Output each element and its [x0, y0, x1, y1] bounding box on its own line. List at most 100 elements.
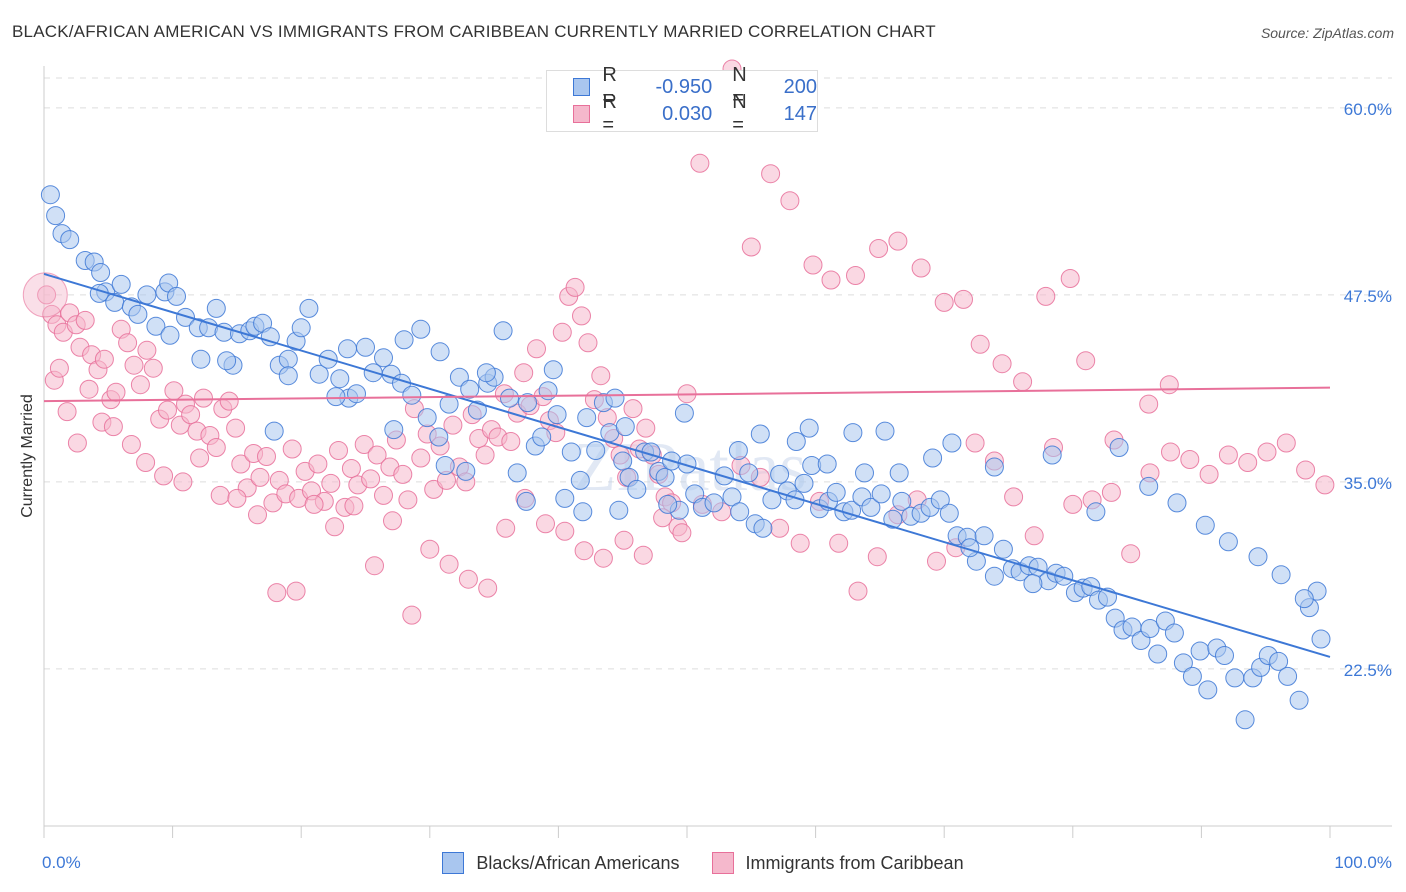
data-point	[143, 358, 163, 378]
data-point	[429, 427, 449, 447]
legend-r-value: -0.950	[655, 75, 713, 98]
data-point	[993, 539, 1013, 559]
series-black-african-american	[40, 185, 1331, 730]
data-point	[260, 327, 280, 347]
legend-n-label: N =	[732, 91, 747, 136]
data-point	[547, 405, 567, 425]
data-point	[1190, 641, 1210, 661]
legend-n-label: N =	[732, 64, 747, 109]
data-point	[398, 490, 418, 510]
data-point	[1013, 372, 1033, 392]
data-point	[586, 441, 606, 460]
legend-row-blue: R = -0.950 N = 200	[573, 64, 817, 109]
data-point	[321, 473, 341, 493]
data-point	[393, 464, 413, 484]
data-point	[103, 417, 123, 437]
data-point	[309, 364, 329, 384]
data-point	[889, 463, 909, 483]
data-point	[817, 454, 837, 474]
data-point	[1289, 690, 1309, 710]
data-point	[555, 488, 575, 508]
legend-r-value: 0.030	[662, 102, 713, 125]
data-point	[394, 330, 414, 350]
legend-box: R = -0.950 N = 200 R = 0.030 N = 147	[546, 64, 818, 136]
data-point	[574, 541, 594, 561]
data-point	[420, 539, 440, 559]
data-point	[374, 348, 393, 368]
data-point	[231, 454, 251, 474]
data-point	[476, 363, 496, 383]
data-point	[443, 415, 463, 435]
data-point	[741, 237, 761, 257]
data-point	[79, 379, 99, 399]
data-point	[1164, 623, 1184, 643]
data-point	[934, 292, 954, 312]
chart-title: BLACK/AFRICAN AMERICAN VS IMMIGRANTS FRO…	[12, 22, 936, 41]
data-point	[1294, 589, 1314, 609]
y-tick-label: 60.0%	[1344, 100, 1392, 119]
data-point	[57, 402, 77, 422]
data-point	[527, 339, 546, 359]
data-point	[326, 387, 346, 407]
data-point	[430, 342, 450, 362]
data-point	[1101, 482, 1121, 502]
data-point	[848, 581, 868, 601]
data-point	[658, 494, 678, 514]
data-point	[227, 488, 247, 508]
data-point	[1225, 668, 1245, 688]
data-point	[965, 433, 985, 453]
data-point	[690, 153, 710, 173]
data-point	[861, 497, 881, 517]
data-point	[304, 494, 324, 514]
data-point	[613, 451, 633, 471]
data-point	[493, 321, 513, 341]
data-point	[829, 533, 849, 553]
data-point	[439, 554, 459, 574]
data-point	[286, 581, 306, 601]
data-point	[875, 421, 895, 441]
data-point	[354, 435, 374, 454]
bottom-legend-item-pink[interactable]: Immigrants from Caribbean	[711, 852, 964, 874]
bottom-legend-item-blue[interactable]: Blacks/African Americans	[442, 852, 680, 874]
data-point	[46, 206, 66, 226]
data-point	[1257, 442, 1277, 462]
data-point	[573, 502, 593, 522]
data-point	[267, 583, 287, 603]
data-point	[257, 447, 276, 466]
data-point	[1180, 450, 1200, 469]
data-point	[146, 316, 166, 336]
data-point	[282, 439, 302, 459]
data-point	[91, 263, 111, 282]
data-point	[219, 391, 239, 411]
data-point	[939, 503, 959, 523]
data-point	[411, 319, 431, 339]
data-point	[826, 482, 846, 502]
data-point	[308, 454, 328, 474]
data-point	[264, 421, 284, 441]
data-point	[803, 255, 823, 275]
data-point	[786, 432, 806, 451]
data-point	[923, 448, 943, 468]
data-point	[191, 349, 211, 369]
data-point	[543, 360, 563, 380]
data-point	[1004, 487, 1024, 507]
data-point	[60, 230, 80, 250]
y-tick-label: 22.5%	[1344, 661, 1392, 680]
data-point	[217, 351, 237, 371]
x-tick-label: 0.0%	[42, 853, 81, 872]
data-point	[136, 453, 156, 472]
data-point	[402, 605, 422, 625]
data-point	[753, 518, 773, 538]
series-immigrants-caribbean	[22, 59, 1335, 625]
data-point	[37, 285, 57, 305]
bottom-legend-swatch-pink	[711, 852, 734, 874]
data-point	[794, 473, 814, 493]
trend-line-blue	[43, 273, 1331, 658]
data-point	[325, 517, 345, 537]
legend-r-label: R =	[602, 64, 617, 109]
data-point	[1076, 351, 1096, 371]
data-point	[790, 533, 810, 553]
data-point	[111, 274, 131, 294]
data-point	[1215, 646, 1234, 665]
data-point	[672, 523, 692, 543]
